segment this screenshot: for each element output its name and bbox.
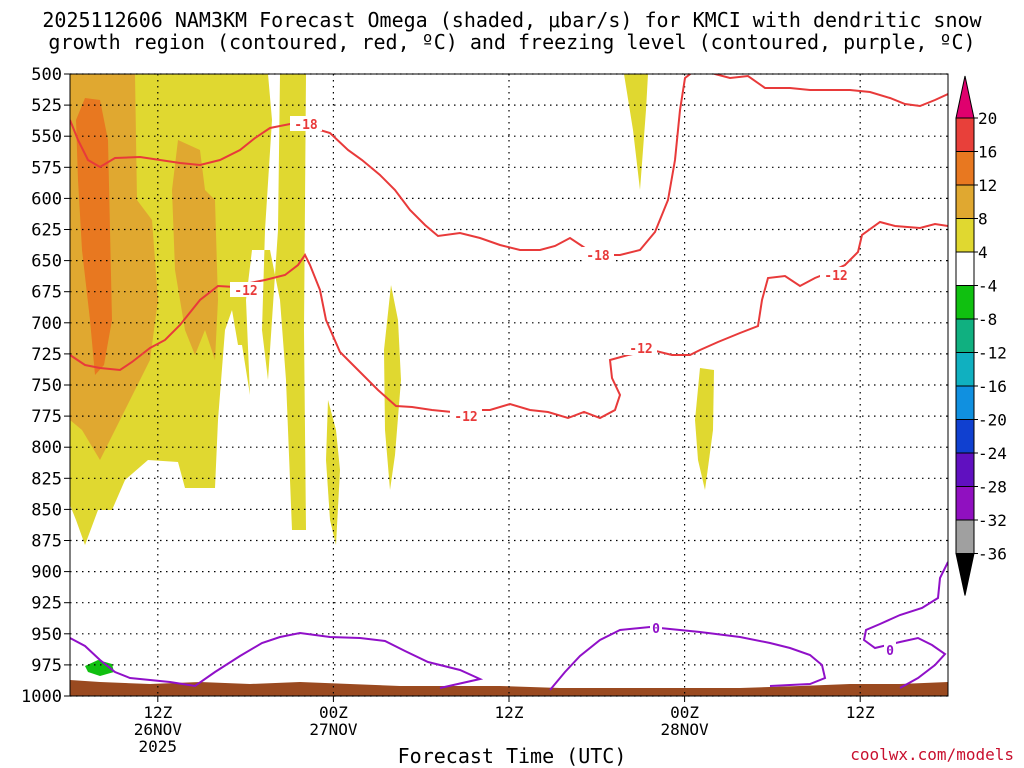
colorbar-segment <box>955 452 975 487</box>
y-tick-label: 1000 <box>21 687 62 707</box>
y-tick-label: 725 <box>31 345 62 365</box>
dgz-contour-label: -18 <box>294 118 318 133</box>
dgz-contour-label: -12 <box>454 410 477 425</box>
colorbar-top-triangle <box>955 75 975 119</box>
dgz-contour-label: -12 <box>824 269 847 284</box>
colorbar-label: -36 <box>978 545 1007 564</box>
colorbar-segment <box>955 419 975 454</box>
x-tick-label-time: 00Z <box>319 703 348 722</box>
chart-title-line2: growth region (contoured, red, ºC) and f… <box>48 30 976 54</box>
colorbar-segment <box>955 486 975 521</box>
dgz-label-bg <box>625 340 657 355</box>
y-tick-label: 925 <box>31 594 62 614</box>
freezing-contour-label: 0 <box>886 644 894 659</box>
freezing-contour-right <box>862 561 948 689</box>
colorbar-segment <box>955 318 975 353</box>
colorbar-segment <box>955 385 975 420</box>
colorbar-segment <box>955 218 975 253</box>
y-tick-label: 625 <box>31 221 62 241</box>
colorbar-label: 4 <box>978 243 988 262</box>
colorbar-label: 8 <box>978 210 988 229</box>
colorbar-segment <box>955 519 975 554</box>
omega-shade-4-mid <box>695 368 714 490</box>
x-tick-label-time: 12Z <box>143 703 172 722</box>
colorbar-label: -8 <box>978 310 997 329</box>
colorbar-label: -12 <box>978 344 1007 363</box>
x-tick-label-time: 12Z <box>495 703 524 722</box>
site-credit[interactable]: coolwx.com/models <box>850 745 1014 764</box>
y-tick-label: 950 <box>31 625 62 645</box>
y-tick-label: 875 <box>31 532 62 552</box>
dgz-label-bg <box>230 282 262 297</box>
x-tick-label-date: 27NOV <box>309 720 358 739</box>
dgz-contour-label: -18 <box>586 249 610 264</box>
y-tick-label: 650 <box>31 252 62 272</box>
x-tick-label-time: 00Z <box>670 703 699 722</box>
y-tick-label: 675 <box>31 283 62 303</box>
x-tick-label-date: 28NOV <box>661 720 710 739</box>
y-tick-label: 550 <box>31 127 62 147</box>
y-tick-label: 575 <box>31 158 62 178</box>
dgz-contour-label: -12 <box>234 284 257 299</box>
dgz-label-bg <box>290 116 322 131</box>
dgz-label-bg <box>450 408 482 423</box>
x-axis-title: Forecast Time (UTC) <box>397 744 627 768</box>
dgz-contour-upper <box>70 74 948 256</box>
colorbar-label: 12 <box>978 176 997 195</box>
y-tick-label: 975 <box>31 656 62 676</box>
ground-fill <box>70 680 948 696</box>
freezing-contour-left <box>70 631 484 689</box>
colorbar-label: -28 <box>978 478 1007 497</box>
colorbar-label: -4 <box>978 277 997 296</box>
y-tick-label: 825 <box>31 469 62 489</box>
chart-title-line1: 2025112606 NAM3KM Forecast Omega (shaded… <box>42 8 982 32</box>
x-tick-label-date: 26NOV <box>134 720 183 739</box>
colorbar-label: -32 <box>978 511 1007 530</box>
y-tick-label: 600 <box>31 189 62 209</box>
y-tick-label: 525 <box>31 96 62 116</box>
colorbar-label: 20 <box>978 109 997 128</box>
x-tick-label-time: 12Z <box>846 703 875 722</box>
x-tick-label-year: 2025 <box>139 737 178 756</box>
y-tick-label: 700 <box>31 314 62 334</box>
colorbar-label: -24 <box>978 444 1007 463</box>
freezing-label-bg <box>884 642 896 657</box>
colorbar-segment <box>955 117 975 152</box>
y-tick-label: 775 <box>31 407 62 427</box>
colorbar-segment <box>955 151 975 186</box>
colorbar-label: -16 <box>978 377 1007 396</box>
freezing-label-bg <box>650 620 662 635</box>
y-tick-label: 850 <box>31 500 62 520</box>
omega-shade-4-tower3 <box>384 285 401 490</box>
colorbar-segment <box>955 184 975 219</box>
colorbar-bottom-triangle <box>955 553 975 596</box>
dgz-label-bg <box>582 247 614 262</box>
y-tick-label: 750 <box>31 376 62 396</box>
dgz-label-bg <box>820 267 852 282</box>
omega-shade-8-right <box>172 140 218 360</box>
omega-shade-4-tower2 <box>326 400 340 545</box>
colorbar-segment <box>955 352 975 387</box>
y-tick-label: 500 <box>31 65 62 85</box>
freezing-contour-label: 0 <box>652 622 660 637</box>
y-tick-label: 800 <box>31 438 62 458</box>
omega-shade-4-upper <box>624 74 648 190</box>
omega-shade-12-core <box>76 98 112 375</box>
colorbar-segment <box>955 251 975 286</box>
omega-shade-neg4 <box>85 660 114 676</box>
colorbar-segment <box>955 285 975 320</box>
colorbar-label: 16 <box>978 143 997 162</box>
dgz-contour-label: -12 <box>629 342 652 357</box>
freezing-contour-mid <box>549 625 827 691</box>
colorbar-label: -20 <box>978 411 1007 430</box>
y-tick-label: 900 <box>31 563 62 583</box>
